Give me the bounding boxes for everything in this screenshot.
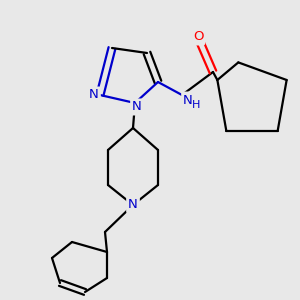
Text: N: N [89, 88, 99, 101]
Text: N: N [128, 199, 138, 212]
Text: N: N [132, 100, 142, 113]
Text: O: O [193, 31, 203, 44]
Text: H: H [192, 100, 200, 110]
Text: N: N [183, 94, 193, 106]
